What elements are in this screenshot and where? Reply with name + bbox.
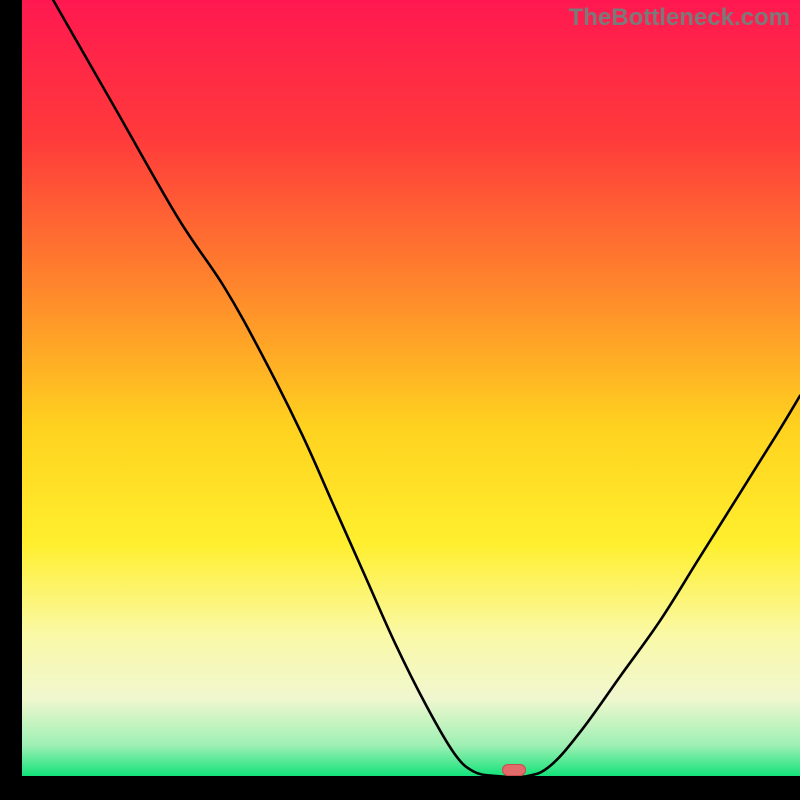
bottleneck-curve [22, 0, 800, 776]
curve-path [53, 0, 800, 777]
watermark-text: TheBottleneck.com [569, 4, 790, 32]
chart-stage: TheBottleneck.com [0, 0, 800, 800]
plot-area [22, 0, 800, 776]
optimal-marker [502, 764, 526, 776]
